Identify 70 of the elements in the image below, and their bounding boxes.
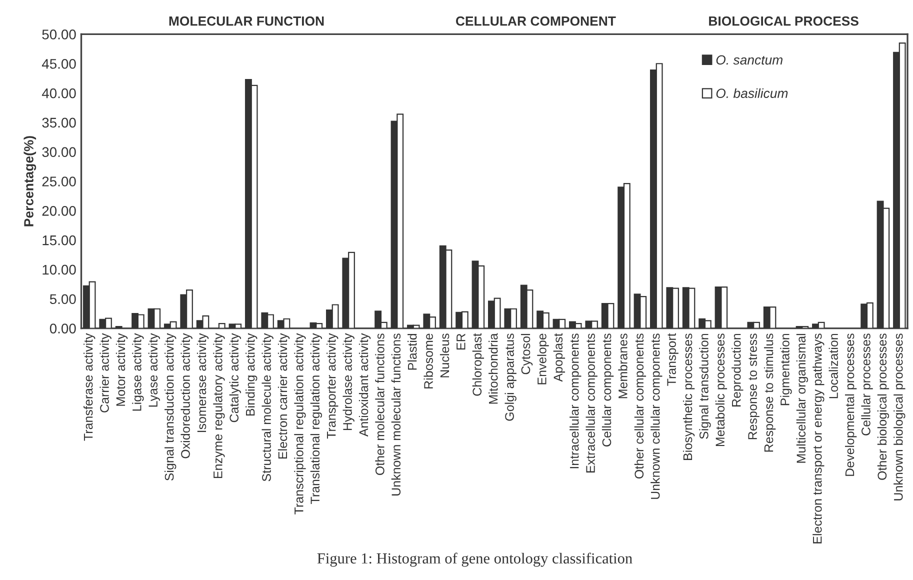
x-tick-label: Localization — [828, 334, 838, 398]
x-tick-label: Signal transduction — [699, 334, 711, 439]
x-tick-label: Binding activity — [246, 333, 258, 416]
x-tick-label: Transferase activity — [84, 333, 96, 441]
x-tick-label: Nucleus — [440, 334, 450, 378]
x-tick-label: Hydrolase activity — [342, 333, 354, 430]
x-tick-label: Other molecular functions — [375, 334, 384, 475]
y-tick-label: 15.00 — [42, 235, 76, 246]
text: BIOLOGICAL PROCESS — [709, 16, 858, 26]
x-tick-label: Transcriptional regulation activity — [294, 333, 306, 514]
bar — [218, 323, 226, 328]
y-tick-label: 50.00 — [42, 30, 76, 40]
x-tick-label: Other biological processes — [877, 334, 890, 480]
x-tick-label: Plastid — [408, 334, 417, 370]
y-tick-label: 35.00 — [42, 118, 76, 128]
x-tick-label: Metabolic processes — [715, 334, 728, 446]
x-tick-label: Electron transport or energy pathways — [812, 334, 824, 544]
x-tick-label: Other cellular components — [634, 334, 646, 478]
y-tick-label: 40.00 — [42, 88, 76, 98]
x-tick-label: Isomerase activity — [196, 333, 209, 432]
x-tick-label: Pigmentation — [780, 334, 792, 406]
legend-label: O. sanctum — [716, 55, 782, 65]
x-tick-label: Cellular processes — [861, 334, 873, 436]
x-tick-label: Chloroplast — [472, 333, 484, 396]
x-tick-label: Envelope — [537, 334, 549, 384]
x-tick-label: Response to stimulus — [764, 334, 776, 452]
caption: Figure 1: Histogram of gene ontology classification — [317, 552, 632, 567]
text: CELLULAR COMPONENT — [456, 16, 616, 26]
text: MOLECULAR FUNCTION — [169, 16, 324, 26]
x-tick-label: Ribosome — [424, 334, 433, 388]
x-tick-label: Translational regulation activity — [310, 333, 322, 504]
x-tick-label: Extracellular components — [586, 334, 598, 472]
x-tick-label: Transporter activity — [326, 333, 338, 439]
x-tick-label: Unknown cellular components — [650, 334, 662, 499]
x-tick-label: Lyase activity — [148, 333, 160, 407]
x-tick-label: Signal transduction activity — [164, 333, 176, 481]
x-tick-label: Biosynthetic processes — [682, 334, 695, 460]
x-tick-label: Electron carrier activity — [278, 333, 290, 459]
legend-label: O. basilicum — [716, 88, 788, 98]
y-tick-label: 0.00 — [50, 324, 76, 334]
x-tick-label: Oxidoreduction activity — [180, 333, 192, 458]
x-tick-label: Cellular components — [602, 334, 614, 446]
y-tick-label: 5.00 — [50, 294, 76, 304]
x-tick-label: Response to stress — [748, 334, 760, 440]
x-tick-label: Reproduction — [732, 334, 744, 406]
x-tick-label: Unknown molecular functions — [391, 334, 401, 496]
x-tick-label: Antioxidant activity — [358, 333, 371, 437]
y-axis-title: Percentage(%) — [24, 136, 36, 226]
x-tick-label: Structural molecule activity — [262, 333, 274, 482]
y-tick-label: 45.00 — [42, 58, 76, 69]
x-tick-label: ER — [456, 334, 466, 350]
x-tick-label: Carrier activity — [100, 333, 112, 412]
x-tick-label: Apoplast — [553, 333, 566, 382]
x-tick-label: Cytosol — [520, 334, 533, 374]
x-tick-label: Ligase activity — [132, 333, 144, 411]
x-tick-label: Membranes — [618, 334, 628, 398]
y-tick-label: 20.00 — [42, 206, 76, 216]
x-tick-label: Motor activity — [116, 333, 128, 406]
x-tick-label: Golgi apparatus — [504, 334, 516, 421]
x-tick-label: Intracellular components — [570, 334, 582, 468]
x-tick-label: Transport — [667, 333, 678, 386]
y-tick-label: 10.00 — [42, 264, 76, 275]
x-tick-label: Enzyme regulatory activity — [213, 333, 225, 478]
x-tick-label: Multicellular organismal — [796, 334, 808, 463]
x-tick-label: Catalytic activity — [229, 333, 241, 422]
x-tick-label: Developmental processes — [844, 334, 857, 476]
y-tick-label: 30.00 — [42, 147, 76, 158]
x-tick-label: Unknown biological processes — [894, 334, 906, 500]
x-tick-label: Mitochondria — [488, 333, 498, 404]
y-tick-label: 25.00 — [42, 176, 76, 186]
